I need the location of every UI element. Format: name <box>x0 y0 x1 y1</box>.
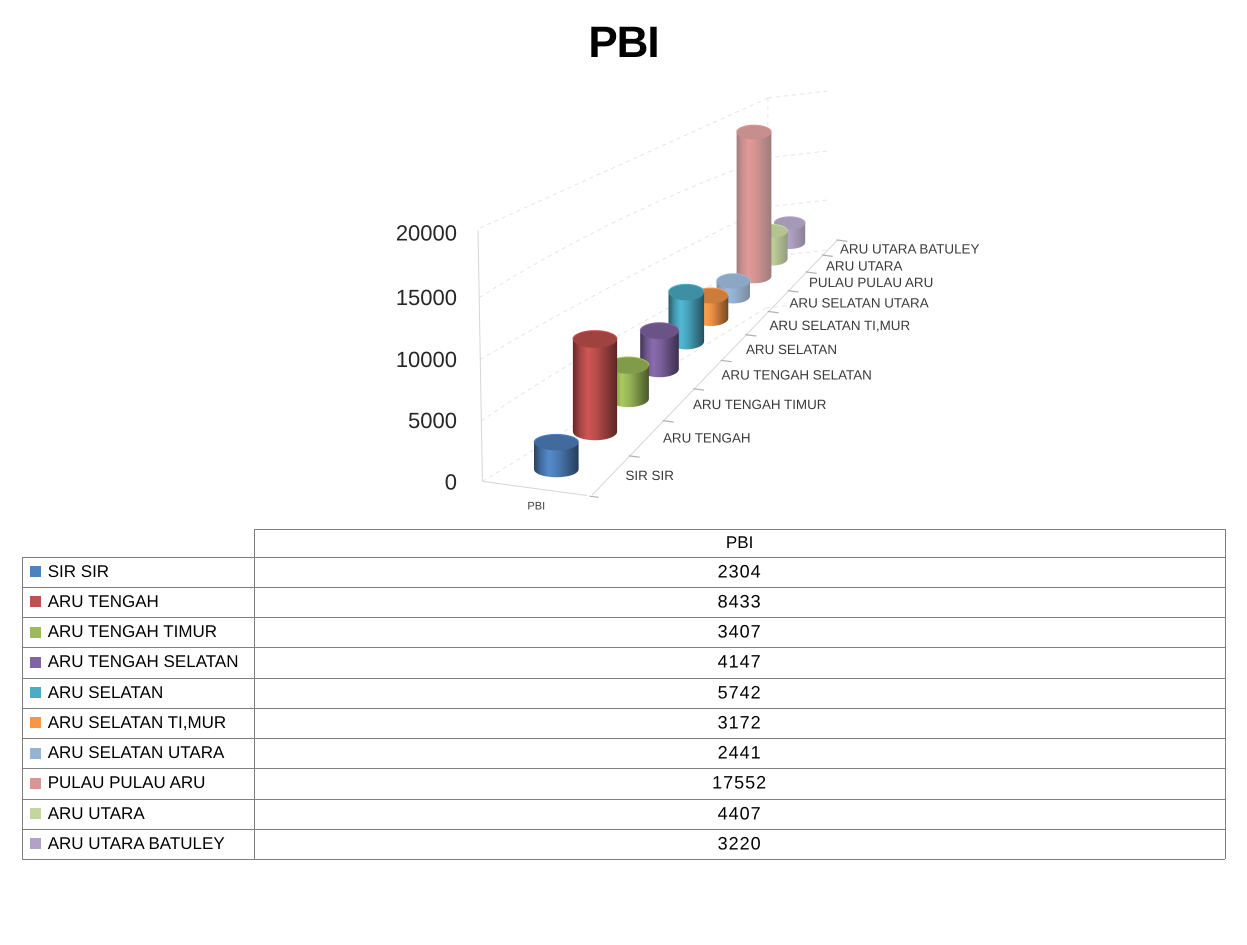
svg-text:SIR SIR: SIR SIR <box>626 468 675 483</box>
svg-text:20000: 20000 <box>396 221 457 246</box>
svg-text:ARU TENGAH: ARU TENGAH <box>663 430 751 445</box>
svg-text:PULAU PULAU ARU: PULAU PULAU ARU <box>809 275 933 290</box>
svg-text:15000: 15000 <box>396 285 457 310</box>
svg-text:0: 0 <box>445 469 457 494</box>
svg-text:ARU SELATAN: ARU SELATAN <box>746 342 837 357</box>
svg-text:ARU SELATAN UTARA: ARU SELATAN UTARA <box>790 296 929 311</box>
svg-text:PBI: PBI <box>527 501 545 513</box>
svg-text:ARU TENGAH TIMUR: ARU TENGAH TIMUR <box>693 397 827 412</box>
svg-text:ARU SELATAN TI,MUR: ARU SELATAN TI,MUR <box>770 318 911 333</box>
svg-text:5000: 5000 <box>408 408 457 433</box>
svg-text:10000: 10000 <box>396 347 457 372</box>
svg-text:ARU UTARA BATULEY: ARU UTARA BATULEY <box>840 242 979 257</box>
svg-text:ARU UTARA: ARU UTARA <box>826 258 902 273</box>
svg-text:ARU TENGAH SELATAN: ARU TENGAH SELATAN <box>722 368 872 383</box>
